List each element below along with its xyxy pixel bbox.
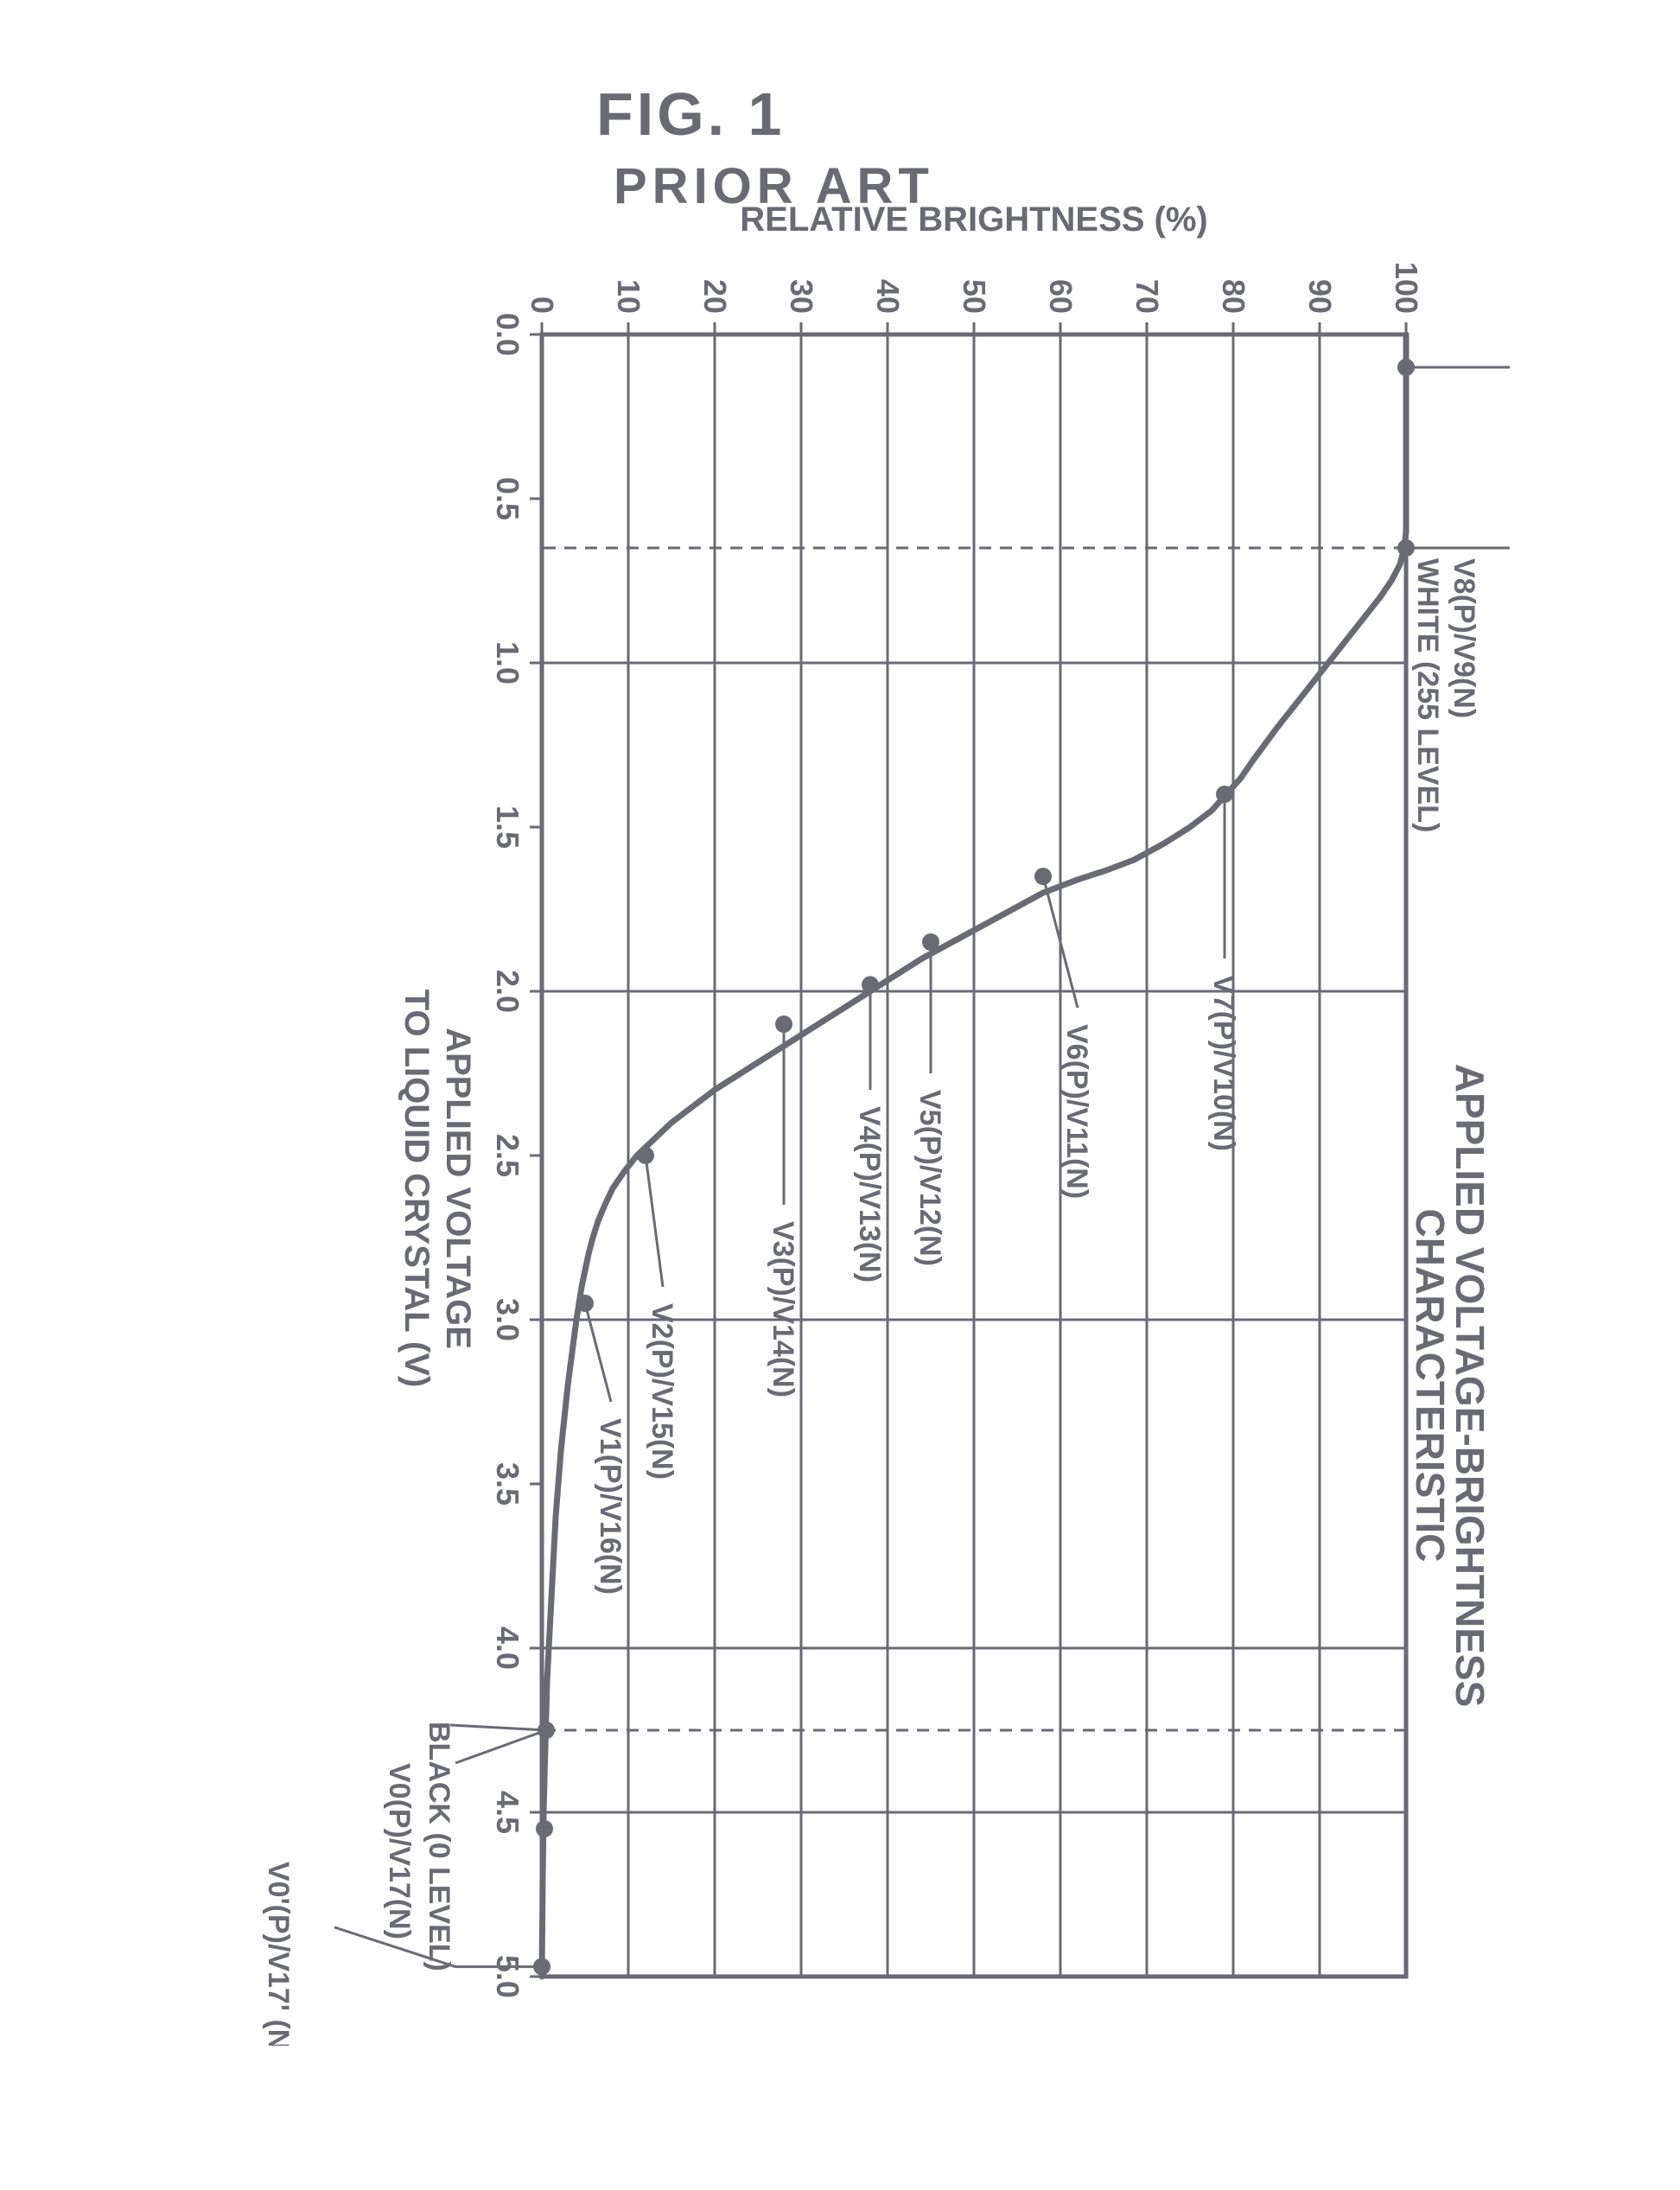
ytick-label: 70	[1130, 279, 1165, 314]
chart-container: APPLIED VOLTAGE-BRIGHTNESSCHARACTERISTIC…	[170, 144, 1510, 2046]
ytick-label: 30	[784, 279, 819, 314]
xtick-label: 0.0	[490, 313, 525, 356]
xtick-label: 5.0	[490, 1955, 525, 1998]
leader-line	[646, 1155, 663, 1287]
ytick-label: 50	[957, 279, 992, 314]
ytick-label: 90	[1302, 279, 1338, 314]
white-level-label-1: V8(P)/V9(N)	[1448, 558, 1480, 718]
point-label: V0'(P)/V17' (N)	[262, 1862, 295, 2046]
chart-title-line1: APPLIED VOLTAGE-BRIGHTNESS	[1448, 1064, 1492, 1708]
point-label: V2(P)/V15(N)	[646, 1303, 678, 1480]
xtick-label: 3.0	[490, 1298, 525, 1341]
ytick-label: 0	[525, 296, 560, 314]
point-label: V7(P)/V10(N)	[1207, 975, 1240, 1151]
ytick-label: 10	[611, 279, 646, 314]
xtick-label: 2.0	[490, 970, 525, 1013]
figure-label: FIG. 1	[596, 80, 785, 149]
leader-line	[455, 1730, 546, 1763]
x-axis-label-2: TO LIQUID CRYSTAL (V)	[398, 990, 436, 1388]
xtick-label: 4.5	[490, 1791, 525, 1834]
data-point	[536, 1820, 553, 1837]
point-label: V1(P)/V16(N)	[594, 1418, 627, 1595]
ytick-label: 40	[870, 279, 906, 314]
point-label: V6(P)/V11(N)	[1060, 1024, 1093, 1199]
ytick-label: 80	[1216, 279, 1251, 314]
chart-title-line2: CHARACTERISTIC	[1408, 1209, 1453, 1563]
point-label: V0(P)/V17(N)	[383, 1763, 416, 1939]
xtick-label: 4.0	[490, 1627, 525, 1670]
xtick-label: 1.0	[490, 641, 525, 684]
xtick-label: 0.5	[490, 477, 525, 520]
black-level-leader	[450, 1725, 546, 1730]
point-label: V5(P)/V12(N)	[913, 1090, 946, 1266]
x-axis-label-1: APPLIED VOLTAGE	[439, 1028, 477, 1349]
leader-line	[585, 1303, 611, 1402]
white-level-label-2: WHITE (255 LEVEL)	[1411, 558, 1444, 832]
ytick-label: 100	[1389, 262, 1424, 314]
voltage-brightness-chart: APPLIED VOLTAGE-BRIGHTNESSCHARACTERISTIC…	[170, 144, 1510, 2046]
xtick-label: 2.5	[490, 1134, 525, 1177]
ytick-label: 60	[1043, 279, 1079, 314]
point-label: V4(P)/V13(N)	[853, 1106, 886, 1283]
xtick-label: 3.5	[490, 1462, 525, 1506]
point-label: V3(P)/V14(N)	[767, 1221, 799, 1397]
black-level-label: BLACK (0 LEVEL)	[423, 1722, 455, 1971]
ytick-label: 20	[697, 279, 733, 314]
xtick-label: 1.5	[490, 805, 525, 849]
y-axis-label: RELATIVE BRIGHTNESS (%)	[740, 201, 1208, 239]
